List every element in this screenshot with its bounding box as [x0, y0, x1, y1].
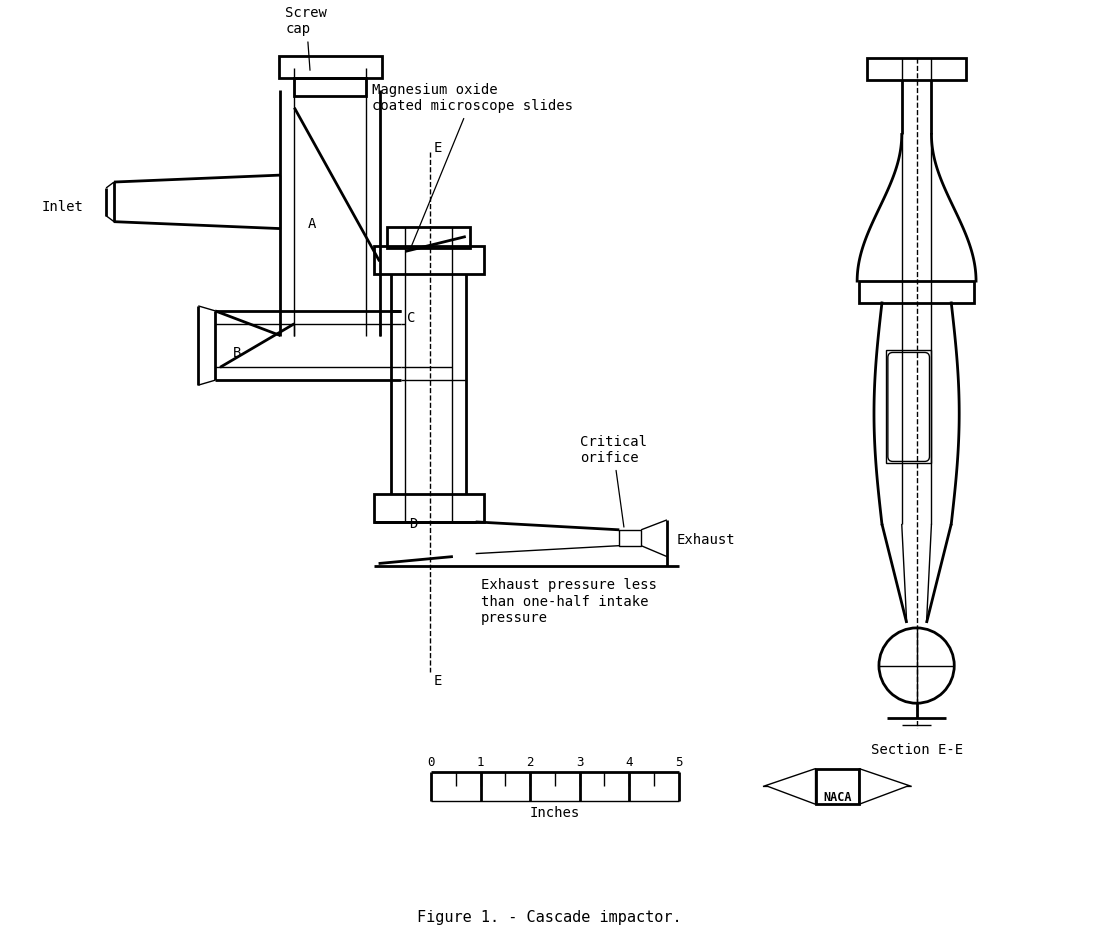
Bar [859, 281, 974, 303]
Text: B: B [233, 346, 242, 360]
Bar [867, 58, 966, 80]
Text: E: E [434, 674, 442, 689]
Text: 3: 3 [576, 755, 583, 769]
Text: Critical
orifice: Critical orifice [580, 434, 647, 528]
Bar [816, 769, 859, 804]
Text: A: A [309, 217, 316, 231]
Bar [886, 350, 931, 463]
Text: D: D [410, 517, 417, 531]
Text: Magnesium oxide
coated microscope slides: Magnesium oxide coated microscope slides [371, 83, 573, 249]
Text: Screw
cap: Screw cap [285, 7, 327, 71]
Text: Figure 1. - Cascade impactor.: Figure 1. - Cascade impactor. [416, 910, 682, 925]
Bar [619, 529, 641, 545]
Text: Exhaust pressure less
than one-half intake
pressure: Exhaust pressure less than one-half inta… [481, 578, 657, 625]
Text: C: C [407, 311, 416, 325]
Text: Inches: Inches [530, 806, 580, 820]
Text: Section E-E: Section E-E [871, 743, 963, 756]
Text: 5: 5 [675, 755, 683, 769]
Text: NACA: NACA [824, 791, 852, 804]
Bar [279, 57, 381, 78]
Text: 2: 2 [526, 755, 534, 769]
Bar [373, 495, 483, 522]
Bar [294, 78, 366, 96]
Text: 1: 1 [477, 755, 484, 769]
Text: 4: 4 [626, 755, 634, 769]
Text: Exhaust: Exhaust [676, 533, 736, 546]
Text: 0: 0 [427, 755, 435, 769]
Text: E: E [434, 141, 442, 155]
Bar [388, 227, 470, 249]
Text: Inlet: Inlet [42, 200, 83, 214]
Bar [373, 247, 483, 274]
